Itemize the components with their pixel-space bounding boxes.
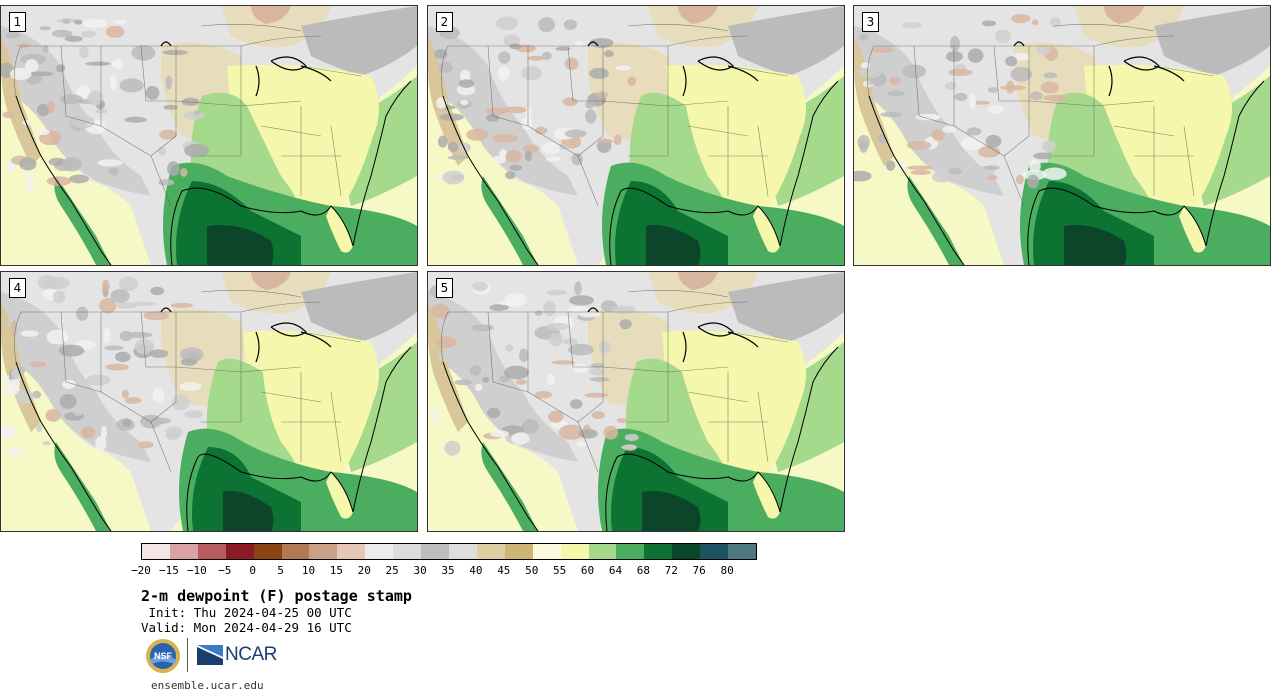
dewpoint-map	[1, 6, 417, 265]
colorbar-swatch	[253, 544, 282, 559]
colorbar-swatch	[532, 544, 561, 559]
colorbar-tick-label: 25	[385, 564, 399, 577]
colorbar-tick-label: 15	[329, 564, 343, 577]
nsf-logo: NSF	[146, 639, 180, 673]
map-panel-4[interactable]: 4	[0, 271, 418, 532]
colorbar-tick-label: 35	[441, 564, 455, 577]
colorbar-tick-label: 45	[497, 564, 511, 577]
panel-number-label: 4	[9, 278, 26, 298]
colorbar-swatch	[169, 544, 198, 559]
colorbar-tick-label: 68	[636, 564, 650, 577]
colorbar-swatch	[337, 544, 366, 559]
logo-divider	[187, 638, 188, 672]
colorbar-swatch	[476, 544, 505, 559]
chart-title: 2-m dewpoint (F) postage stamp	[141, 587, 412, 605]
colorbar-tick-label: 64	[608, 564, 623, 577]
dewpoint-map	[854, 6, 1270, 265]
dewpoint-map	[428, 272, 844, 531]
colorbar-swatch	[197, 544, 226, 559]
svg-text:NSF: NSF	[154, 651, 173, 661]
site-url[interactable]: ensemble.ucar.edu	[151, 679, 264, 692]
colorbar-swatch	[281, 544, 310, 559]
colorbar-tick-label: 10	[301, 564, 316, 577]
colorbar-swatch	[616, 544, 645, 559]
colorbar-swatch	[393, 544, 422, 559]
colorbar-swatch	[560, 544, 589, 559]
colorbar-tick-label: −20	[131, 564, 151, 577]
colorbar-tick-label: 40	[469, 564, 483, 577]
panel-number-label: 5	[436, 278, 453, 298]
colorbar-tick-label: 50	[525, 564, 539, 577]
colorbar-tick-label: −15	[158, 564, 179, 577]
dewpoint-map	[428, 6, 844, 265]
colorbar-tick-label: 80	[720, 564, 734, 577]
panel-number-label: 3	[862, 12, 879, 32]
ncar-logo-text: NCAR	[225, 644, 277, 665]
map-panel-5[interactable]: 5	[427, 271, 845, 532]
colorbar-swatch	[700, 544, 729, 559]
colorbar-swatch	[644, 544, 673, 559]
colorbar-tick-label: 55	[553, 564, 567, 577]
panel-number-label: 2	[436, 12, 453, 32]
colorbar-tick-label: −5	[218, 564, 232, 577]
map-panel-1[interactable]: 1	[0, 5, 418, 266]
colorbar-tick-label: −10	[186, 564, 207, 577]
colorbar-tick-label: 60	[580, 564, 595, 577]
dewpoint-map	[1, 272, 417, 531]
valid-time: Valid: Mon 2024-04-29 16 UTC	[141, 620, 352, 635]
colorbar-swatch	[672, 544, 701, 559]
colorbar-tick-label: 30	[413, 564, 427, 577]
init-time: Init: Thu 2024-04-25 00 UTC	[141, 605, 352, 620]
colorbar-ticks: −20 −15 −10 −5 0 5 10 15 20 25 30 35 40 45 50 55 60 64 68 7…	[131, 564, 755, 578]
colorbar-swatch	[421, 544, 449, 559]
map-panel-3[interactable]: 3	[853, 5, 1271, 266]
colorbar-tick-label: 5	[277, 564, 284, 577]
colorbar-swatch	[588, 544, 617, 559]
colorbar	[141, 543, 757, 560]
colorbar-tick-label: 20	[357, 564, 371, 577]
colorbar-swatch	[728, 544, 756, 559]
colorbar-swatch	[225, 544, 254, 559]
ncar-logo: NCAR	[197, 643, 277, 667]
colorbar-tick-label: 76	[692, 564, 706, 577]
ncar-mark-icon	[197, 645, 223, 665]
colorbar-tick-label: 72	[664, 564, 678, 577]
colorbar-tick-label: 0	[249, 564, 256, 577]
colorbar-swatch	[504, 544, 533, 559]
panel-number-label: 1	[9, 12, 26, 32]
colorbar-swatch	[309, 544, 338, 559]
map-panel-2[interactable]: 2	[427, 5, 845, 266]
colorbar-swatch	[448, 544, 477, 559]
colorbar-swatch	[142, 544, 170, 559]
colorbar-swatch	[365, 544, 394, 559]
